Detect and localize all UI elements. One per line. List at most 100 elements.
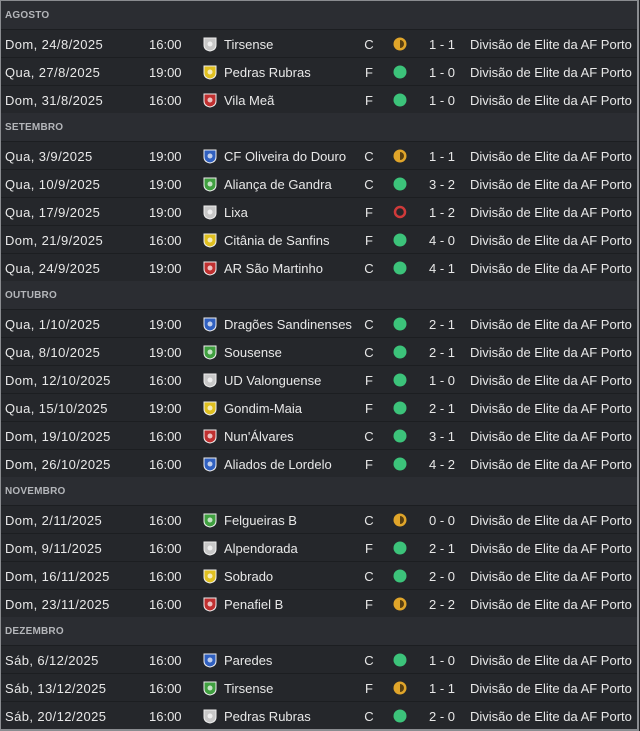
result-icon	[393, 345, 407, 359]
match-date: Sáb, 20/12/2025	[5, 709, 107, 724]
opponent[interactable]: Tirsense	[224, 681, 274, 696]
fixture-row[interactable]: Qua, 3/9/2025 19:00 CF Oliveira do Douro C 1…	[1, 141, 637, 169]
score: 1 - 0	[428, 373, 455, 388]
match-time: 16:00	[149, 541, 182, 556]
fixture-row[interactable]: Dom, 16/11/2025 16:00 Sobrado C 2 - 0 Divisão…	[1, 561, 637, 589]
result-icon	[393, 37, 407, 51]
venue: C	[364, 177, 374, 192]
match-time: 16:00	[149, 93, 182, 108]
fixture-row[interactable]: Sáb, 20/12/2025 16:00 Pedras Rubras C 2 - 0 D…	[1, 701, 637, 729]
opponent[interactable]: Penafiel B	[224, 597, 284, 612]
team-crest	[203, 345, 217, 360]
team-crest	[203, 457, 217, 472]
score: 1 - 1	[428, 149, 455, 164]
fixture-row[interactable]: Sáb, 13/12/2025 16:00 Tirsense F 1 - 1 Divisã…	[1, 673, 637, 701]
opponent[interactable]: Aliança de Gandra	[224, 177, 332, 192]
opponent[interactable]: Tirsense	[224, 37, 274, 52]
match-date: Qua, 1/10/2025	[5, 317, 101, 332]
match-time: 16:00	[149, 373, 182, 388]
match-time: 19:00	[149, 65, 182, 80]
result-icon	[393, 653, 407, 667]
venue: C	[364, 37, 374, 52]
fixture-row[interactable]: Qua, 24/9/2025 19:00 AR São Martinho C 4 - 1…	[1, 253, 637, 281]
fixture-row[interactable]: Dom, 19/10/2025 16:00 Nun'Álvares C 3 - 1 Div…	[1, 421, 637, 449]
match-date: Dom, 31/8/2025	[5, 93, 104, 108]
team-crest	[203, 37, 217, 52]
fixture-row[interactable]: Dom, 23/11/2025 16:00 Penafiel B F 2 - 2 Divi…	[1, 589, 637, 617]
fixture-row[interactable]: Dom, 9/11/2025 16:00 Alpendorada F 2 - 1 Divi…	[1, 533, 637, 561]
venue: C	[364, 345, 374, 360]
fixture-row[interactable]: Qua, 15/10/2025 19:00 Gondim-Maia F 2 - 1 Div…	[1, 393, 637, 421]
result-icon	[393, 373, 407, 387]
fixture-row[interactable]: Dom, 21/9/2025 16:00 Citânia de Sanfins F 4 …	[1, 225, 637, 253]
match-time: 16:00	[149, 429, 182, 444]
opponent[interactable]: Nun'Álvares	[224, 429, 294, 444]
match-date: Sáb, 13/12/2025	[5, 681, 107, 696]
opponent[interactable]: Sousense	[224, 345, 282, 360]
team-crest	[203, 709, 217, 724]
fixture-row[interactable]: Qua, 27/8/2025 19:00 Pedras Rubras F 1 - 0 Di…	[1, 57, 637, 85]
opponent[interactable]: Alpendorada	[224, 541, 298, 556]
fixture-row[interactable]: Dom, 24/8/2025 16:00 Tirsense C 1 - 1 Divisão…	[1, 29, 637, 57]
team-crest	[203, 597, 217, 612]
fixture-row[interactable]: Dom, 12/10/2025 16:00 UD Valonguense F 1 - 0…	[1, 365, 637, 393]
opponent[interactable]: Citânia de Sanfins	[224, 233, 330, 248]
match-time: 16:00	[149, 513, 182, 528]
competition: Divisão de Elite da AF Porto	[470, 345, 632, 360]
score: 2 - 1	[428, 541, 455, 556]
month-name: OUTUBRO	[5, 290, 57, 301]
fixture-row[interactable]: Qua, 10/9/2025 19:00 Aliança de Gandra C 3 -…	[1, 169, 637, 197]
fixture-row[interactable]: Dom, 2/11/2025 16:00 Felgueiras B C 0 - 0 Div…	[1, 505, 637, 533]
team-crest	[203, 541, 217, 556]
opponent[interactable]: Felgueiras B	[224, 513, 297, 528]
score: 1 - 0	[428, 65, 455, 80]
team-crest	[203, 681, 217, 696]
score: 3 - 1	[428, 429, 455, 444]
fixture-row[interactable]: Qua, 1/10/2025 19:00 Dragões Sandinenses C 2…	[1, 309, 637, 337]
match-date: Dom, 2/11/2025	[5, 513, 103, 528]
result-icon	[393, 149, 407, 163]
match-date: Dom, 16/11/2025	[5, 569, 110, 584]
opponent[interactable]: Vila Meã	[224, 93, 275, 108]
opponent[interactable]: AR São Martinho	[224, 261, 323, 276]
venue: C	[364, 149, 374, 164]
result-icon	[393, 65, 407, 79]
match-date: Qua, 27/8/2025	[5, 65, 101, 80]
opponent[interactable]: Dragões Sandinenses	[224, 317, 352, 332]
score: 3 - 2	[428, 177, 455, 192]
venue: F	[365, 541, 373, 556]
month-name: NOVEMBRO	[5, 486, 66, 497]
match-date: Dom, 26/10/2025	[5, 457, 111, 472]
competition: Divisão de Elite da AF Porto	[470, 597, 632, 612]
opponent[interactable]: Lixa	[224, 205, 248, 220]
fixture-row[interactable]: Dom, 26/10/2025 16:00 Aliados de Lordelo F 4…	[1, 449, 637, 477]
competition: Divisão de Elite da AF Porto	[470, 429, 632, 444]
match-time: 16:00	[149, 37, 182, 52]
fixture-row[interactable]: Qua, 17/9/2025 19:00 Lixa F 1 - 2 Divisão de …	[1, 197, 637, 225]
opponent[interactable]: Pedras Rubras	[224, 709, 311, 724]
result-icon	[393, 513, 407, 527]
venue: C	[364, 569, 374, 584]
opponent[interactable]: CF Oliveira do Douro	[224, 149, 347, 164]
match-time: 19:00	[149, 177, 182, 192]
match-date: Qua, 8/10/2025	[5, 345, 101, 360]
fixture-row[interactable]: Qua, 8/10/2025 19:00 Sousense C 2 - 1 Divisão…	[1, 337, 637, 365]
score: 2 - 0	[428, 709, 455, 724]
venue: F	[365, 681, 373, 696]
opponent[interactable]: Sobrado	[224, 569, 274, 584]
fixture-row[interactable]: Dom, 31/8/2025 16:00 Vila Meã F 1 - 0 Divisão…	[1, 85, 637, 113]
competition: Divisão de Elite da AF Porto	[470, 541, 632, 556]
fixture-row[interactable]: Sáb, 6/12/2025 16:00 Paredes C 1 - 0 Divisão …	[1, 645, 637, 673]
opponent[interactable]: Paredes	[224, 653, 273, 668]
opponent[interactable]: Gondim-Maia	[224, 401, 303, 416]
venue: F	[365, 233, 373, 248]
opponent[interactable]: UD Valonguense	[224, 373, 322, 388]
result-icon	[393, 233, 407, 247]
opponent[interactable]: Pedras Rubras	[224, 65, 311, 80]
score: 0 - 0	[428, 513, 455, 528]
result-icon	[393, 569, 407, 583]
opponent[interactable]: Aliados de Lordelo	[224, 457, 332, 472]
result-icon	[393, 541, 407, 555]
result-icon	[393, 429, 407, 443]
